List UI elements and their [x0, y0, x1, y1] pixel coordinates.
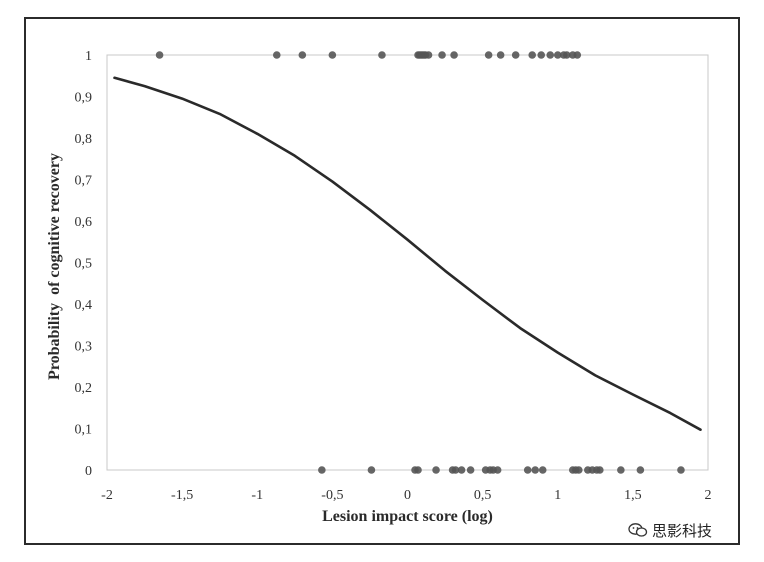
data-point: [538, 466, 547, 474]
data-point: [553, 51, 562, 59]
data-point: [546, 51, 555, 59]
wechat-icon: [628, 523, 648, 537]
figure-frame: 0 0,1 0,2 0,3 0,4 0,5 0,6 0,7 0,8 0,9 1 -2 -1,5 -1 -0,…: [24, 17, 740, 545]
data-point: [272, 51, 281, 59]
data-point: [573, 51, 582, 59]
x-tick-label: -0,5: [321, 488, 343, 503]
data-point: [318, 466, 326, 474]
data-point: [617, 466, 625, 474]
y-tick-label: 0,4: [75, 298, 93, 313]
x-tick-label: -1,5: [171, 488, 193, 503]
y-tick-label: 0,5: [75, 257, 93, 272]
y-tick-label: 0,9: [75, 91, 93, 106]
x-tick-label: -2: [101, 488, 113, 503]
x-tick-label: -1: [251, 488, 263, 503]
data-point: [677, 466, 685, 474]
data-point: [493, 466, 502, 474]
data-point: [432, 466, 440, 474]
y-tick-label: 1: [85, 49, 92, 64]
data-point: [537, 51, 546, 59]
data-point: [155, 51, 164, 59]
y-tick-label: 0,7: [75, 174, 93, 189]
data-point: [562, 51, 571, 59]
data-point: [450, 51, 458, 59]
data-point: [523, 466, 532, 474]
x-tick-label: 1: [554, 488, 561, 503]
y-axis-title: Probability of cognitive recovery: [46, 153, 63, 380]
x-tick-label: 2: [705, 488, 712, 503]
y-tick-label: 0,2: [75, 381, 93, 396]
plot-area-border: [106, 54, 709, 471]
data-point: [484, 51, 493, 59]
watermark-text: 思影科技: [652, 521, 713, 540]
data-point: [378, 51, 386, 59]
data-point: [528, 51, 537, 59]
data-point: [438, 51, 446, 59]
data-point: [451, 466, 460, 474]
logistic-curve: [113, 76, 702, 432]
data-point: [531, 466, 540, 474]
x-axis-title: Lesion impact score (log): [322, 508, 493, 525]
x-tick-label: 0: [404, 488, 411, 503]
data-point: [636, 466, 645, 474]
data-point: [298, 51, 307, 59]
chart-svg: 0 0,1 0,2 0,3 0,4 0,5 0,6 0,7 0,8 0,9 1 -2 -1,5 -1 -0,…: [46, 49, 712, 525]
data-point: [414, 466, 422, 474]
y-tick-label: 0: [85, 464, 92, 479]
data-point: [328, 51, 337, 59]
data-point: [457, 466, 466, 474]
data-point: [596, 466, 604, 474]
data-point: [496, 51, 505, 59]
watermark: 思影科技: [628, 519, 712, 541]
data-point: [511, 51, 520, 59]
y-tick-label: 0,1: [75, 423, 93, 438]
y-tick-label: 0,8: [75, 132, 93, 147]
data-point: [367, 466, 376, 474]
y-tick-label: 0,6: [75, 215, 93, 230]
data-point: [424, 51, 433, 59]
x-tick-label: 0,5: [474, 488, 492, 503]
x-tick-label: 1,5: [624, 488, 642, 503]
data-point: [466, 466, 475, 474]
y-tick-label: 0,3: [75, 340, 93, 355]
data-point: [574, 466, 583, 474]
